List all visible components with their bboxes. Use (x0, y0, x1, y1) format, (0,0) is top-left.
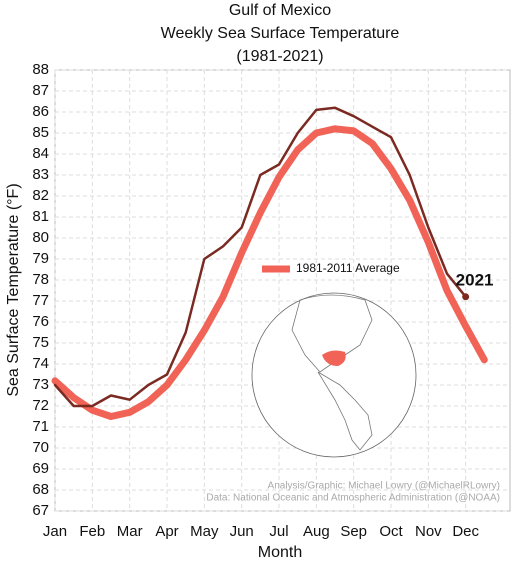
y-tick-label: 75 (32, 334, 49, 351)
y-tick-label: 71 (32, 418, 49, 435)
series-end-label: 2021 (456, 270, 494, 289)
y-axis-label: Sea Surface Temperature (°F) (5, 183, 22, 396)
x-tick-label: Sep (340, 523, 367, 540)
x-tick-label: Nov (415, 523, 442, 540)
y-tick-label: 82 (32, 187, 49, 204)
y-tick-label: 79 (32, 250, 49, 267)
y-tick-label: 80 (32, 229, 49, 246)
y-tick-label: 77 (32, 292, 49, 309)
credit: Data: National Oceanic and Atmospheric A… (206, 493, 500, 504)
y-tick-label: 74 (32, 355, 49, 372)
x-tick-label: Jun (230, 523, 254, 540)
legend-label: 1981-2011 Average (296, 261, 400, 275)
y-tick-label: 78 (32, 271, 49, 288)
globe (251, 292, 417, 458)
y-tick-label: 73 (32, 376, 49, 393)
y-tick-label: 85 (32, 124, 49, 141)
series-line (51, 125, 488, 420)
x-tick-label: Jan (43, 523, 67, 540)
x-tick-label: Jul (269, 523, 288, 540)
end-point (462, 293, 470, 301)
y-tick-label: 67 (32, 502, 49, 519)
x-tick-label: Dec (452, 523, 479, 540)
chart-period: (1981-2021) (236, 48, 323, 65)
chart-subtitle: Weekly Sea Surface Temperature (161, 25, 400, 42)
y-tick-label: 76 (32, 313, 49, 330)
x-tick-label: Aug (303, 523, 330, 540)
y-tick-label: 83 (32, 166, 49, 183)
y-tick-label: 87 (32, 82, 49, 99)
x-tick-label: May (190, 523, 219, 540)
y-tick-label: 81 (32, 208, 49, 225)
y-tick-label: 69 (32, 460, 49, 477)
y-tick-label: 86 (32, 103, 49, 120)
x-tick-label: Oct (379, 523, 403, 540)
x-tick-label: Mar (117, 523, 143, 540)
y-tick-label: 88 (32, 61, 49, 78)
y-tick-label: 68 (32, 481, 49, 498)
y-tick-label: 84 (32, 145, 49, 162)
credit: Analysis/Graphic: Michael Lowry (@Michae… (268, 481, 500, 492)
y-tick-label: 70 (32, 439, 49, 456)
y-tick-label: 72 (32, 397, 49, 414)
plot-frame (54, 69, 511, 512)
chart-title: Gulf of Mexico (229, 2, 331, 19)
x-axis-label: Month (258, 544, 302, 561)
x-tick-label: Feb (79, 523, 105, 540)
x-tick-label: Apr (155, 523, 178, 540)
series-line (53, 106, 467, 408)
